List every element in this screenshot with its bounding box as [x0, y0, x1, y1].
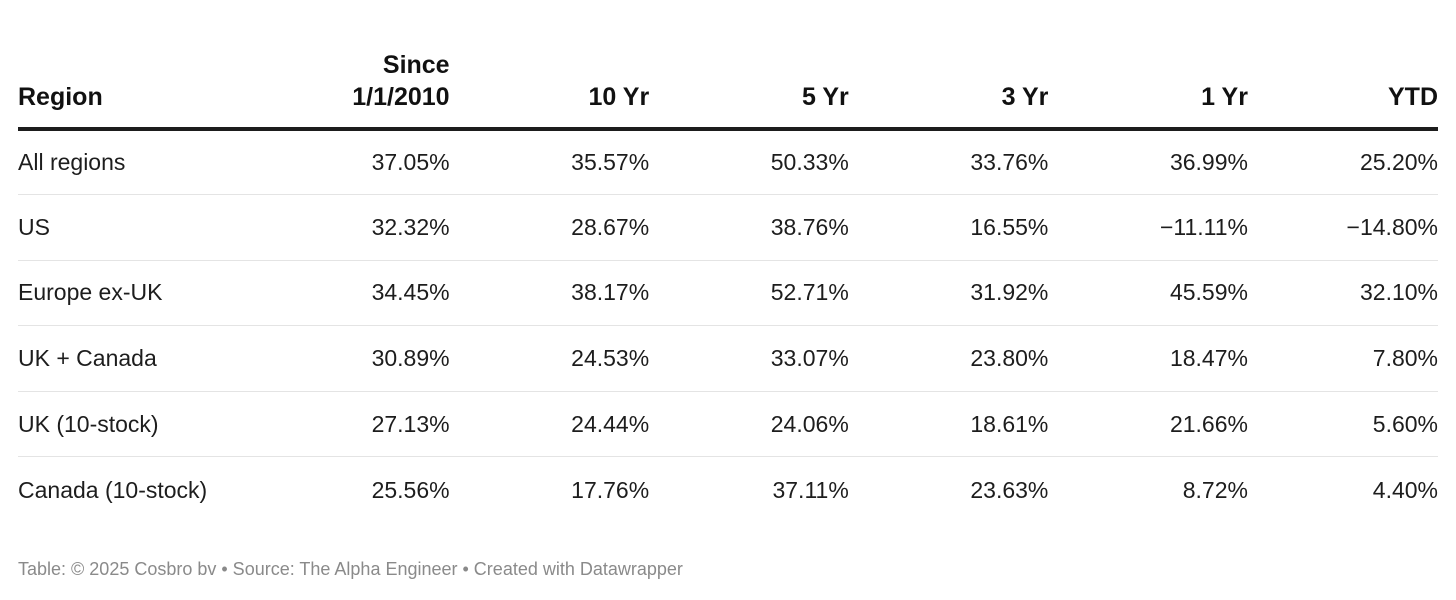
- table-row: Canada (10-stock) 25.56% 17.76% 37.11% 2…: [18, 457, 1438, 523]
- value-cell: 18.61%: [848, 391, 1049, 458]
- value-cell: 38.17%: [449, 260, 650, 327]
- header-ytd: YTD: [1247, 0, 1438, 131]
- value-cell: 31.92%: [848, 260, 1049, 327]
- value-cell: 28.67%: [449, 194, 650, 261]
- value-cell: 16.55%: [848, 194, 1049, 261]
- region-cell: UK + Canada: [18, 325, 250, 392]
- table-row: Europe ex-UK 34.45% 38.17% 52.71% 31.92%…: [18, 260, 1438, 327]
- value-cell: 8.72%: [1182, 476, 1248, 503]
- value-cell: 25.20%: [1247, 129, 1438, 196]
- value-cell: 21.66%: [1048, 391, 1248, 458]
- value-cell: 5.60%: [1247, 391, 1438, 458]
- value-cell: 27.13%: [250, 391, 450, 458]
- table-body: All regions 37.05% 35.57% 50.33% 33.76% …: [18, 129, 1438, 523]
- value-cell: 33.76%: [848, 129, 1049, 196]
- value-cell: 35.57%: [449, 129, 650, 196]
- value-cell: 24.53%: [449, 325, 650, 392]
- region-cell: Canada (10-stock): [18, 476, 208, 503]
- returns-table: Region Since 1/1/2010 10 Yr 5 Yr 3 Yr 1 …: [18, 0, 1438, 523]
- table-row: US 32.32% 28.67% 38.76% 16.55% −11.11% −…: [18, 194, 1438, 261]
- value-cell: 32.10%: [1247, 260, 1438, 327]
- value-cell: 18.47%: [1048, 325, 1248, 392]
- value-cell: 33.07%: [649, 325, 849, 392]
- header-since-2010: Since 1/1/2010: [250, 0, 450, 131]
- value-cell: 38.76%: [649, 194, 849, 261]
- value-cell: 37.05%: [250, 129, 450, 196]
- value-cell: 36.99%: [1048, 129, 1248, 196]
- value-cell: 25.56%: [371, 476, 450, 503]
- value-cell: 24.06%: [649, 391, 849, 458]
- table-header: Region Since 1/1/2010 10 Yr 5 Yr 3 Yr 1 …: [18, 0, 1438, 131]
- header-5yr: 5 Yr: [649, 0, 849, 131]
- table-row: UK + Canada 30.89% 24.53% 33.07% 23.80% …: [18, 325, 1438, 392]
- table-footer-credits: Table: © 2025 Cosbro bv • Source: The Al…: [18, 559, 683, 579]
- value-cell: 34.45%: [250, 260, 450, 327]
- header-1yr: 1 Yr: [1048, 0, 1248, 131]
- value-cell: 7.80%: [1247, 325, 1438, 392]
- value-cell: −11.11%: [1048, 194, 1248, 261]
- value-cell: 24.44%: [449, 391, 650, 458]
- value-cell: 23.80%: [848, 325, 1049, 392]
- value-cell: 45.59%: [1048, 260, 1248, 327]
- value-cell: 52.71%: [649, 260, 849, 327]
- value-cell: 32.32%: [250, 194, 450, 261]
- value-cell: 4.40%: [1372, 476, 1438, 503]
- header-region: Region: [18, 0, 250, 131]
- header-10yr: 10 Yr: [449, 0, 650, 131]
- returns-table-container: Region Since 1/1/2010 10 Yr 5 Yr 3 Yr 1 …: [18, 0, 1438, 523]
- value-cell: 50.33%: [649, 129, 849, 196]
- region-cell: UK (10-stock): [18, 391, 250, 458]
- region-cell: All regions: [18, 129, 250, 196]
- value-cell: 23.63%: [970, 476, 1049, 503]
- value-cell: 17.76%: [571, 476, 650, 503]
- header-since-line2: 1/1/2010: [352, 83, 450, 111]
- header-3yr: 3 Yr: [848, 0, 1049, 131]
- table-row: All regions 37.05% 35.57% 50.33% 33.76% …: [18, 129, 1438, 196]
- value-cell: −14.80%: [1247, 194, 1438, 261]
- table-row: UK (10-stock) 27.13% 24.44% 24.06% 18.61…: [18, 391, 1438, 458]
- header-row: Region Since 1/1/2010 10 Yr 5 Yr 3 Yr 1 …: [18, 0, 1438, 131]
- value-cell: 37.11%: [772, 476, 849, 503]
- region-cell: US: [18, 194, 250, 261]
- header-since-line1: Since: [382, 51, 450, 79]
- region-cell: Europe ex-UK: [18, 260, 250, 327]
- value-cell: 30.89%: [250, 325, 450, 392]
